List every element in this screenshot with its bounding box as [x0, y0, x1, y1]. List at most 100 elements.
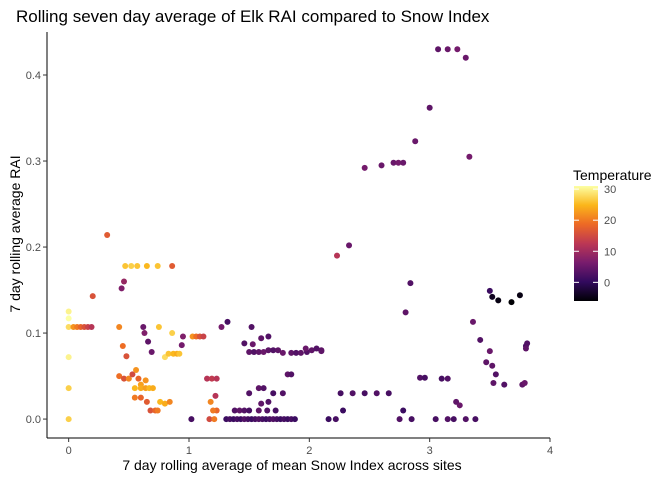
- data-point: [486, 348, 493, 355]
- data-point: [395, 159, 402, 166]
- data-point: [454, 46, 461, 53]
- data-point: [131, 394, 138, 401]
- data-point: [140, 324, 147, 331]
- data-point: [334, 252, 341, 259]
- data-point: [212, 392, 219, 399]
- data-point: [260, 348, 267, 355]
- y-tick-label: 0.0: [26, 414, 41, 426]
- data-point: [137, 394, 144, 401]
- data-point: [288, 349, 295, 356]
- data-point: [385, 390, 392, 397]
- data-point: [137, 385, 144, 392]
- x-tick-label: 4: [547, 445, 553, 457]
- data-point: [176, 350, 183, 357]
- data-point: [166, 398, 173, 405]
- data-point: [275, 347, 282, 354]
- data-point: [206, 416, 213, 423]
- data-point: [318, 348, 325, 355]
- data-point: [462, 54, 469, 61]
- data-point: [65, 324, 72, 331]
- data-point: [246, 390, 253, 397]
- data-point: [522, 345, 529, 352]
- data-point: [308, 347, 315, 354]
- colorbar-tick-label: 0: [604, 277, 610, 289]
- colorbar: [574, 186, 598, 301]
- data-point: [444, 375, 451, 382]
- x-tick-label: 2: [306, 445, 312, 457]
- data-point: [118, 285, 125, 292]
- data-point: [165, 350, 172, 357]
- data-point: [218, 324, 225, 331]
- data-point: [211, 416, 218, 423]
- data-point: [483, 359, 490, 366]
- data-point: [340, 407, 347, 414]
- data-point: [265, 347, 272, 354]
- data-point: [313, 345, 320, 352]
- data-point: [462, 416, 469, 423]
- data-point: [134, 262, 141, 269]
- data-point: [270, 390, 277, 397]
- colorbar-tick-label: 30: [604, 184, 616, 196]
- data-point: [495, 297, 502, 304]
- data-point: [141, 330, 148, 337]
- data-point: [65, 416, 72, 423]
- data-point: [122, 262, 129, 269]
- data-point: [148, 348, 155, 355]
- y-tick-label: 0.1: [26, 328, 41, 340]
- data-point: [279, 390, 286, 397]
- data-point: [472, 416, 479, 423]
- y-axis-title: 7 day rolling average RAI: [7, 155, 23, 312]
- data-point: [65, 315, 72, 322]
- data-point: [123, 353, 130, 360]
- data-point: [213, 375, 220, 382]
- data-point: [373, 390, 380, 397]
- data-point: [241, 340, 248, 347]
- data-point: [325, 416, 332, 423]
- data-point: [450, 416, 457, 423]
- x-tick-label: 0: [66, 445, 72, 457]
- data-point: [255, 407, 262, 414]
- data-point: [337, 390, 344, 397]
- data-point: [426, 104, 433, 111]
- data-point: [154, 407, 161, 414]
- data-point: [435, 46, 442, 53]
- data-point: [246, 407, 253, 414]
- data-point: [143, 398, 150, 405]
- x-axis-ticks: 0 1 2 3 4: [66, 438, 553, 457]
- data-point: [297, 349, 304, 356]
- data-point: [524, 340, 531, 347]
- data-point: [477, 336, 484, 343]
- y-tick-label: 0.2: [26, 242, 41, 254]
- data-point: [133, 367, 140, 374]
- data-point: [179, 333, 186, 340]
- data-point: [188, 416, 195, 423]
- data-point: [332, 416, 339, 423]
- data-point: [396, 416, 403, 423]
- colorbar-tick-label: 10: [604, 246, 616, 258]
- data-point: [236, 407, 243, 414]
- data-point: [178, 342, 185, 349]
- y-axis-ticks: 0.0 0.1 0.2 0.3 0.4: [26, 70, 47, 426]
- data-point: [490, 379, 497, 386]
- x-tick-label: 3: [427, 445, 433, 457]
- data-point: [288, 371, 295, 378]
- data-point: [272, 407, 279, 414]
- data-point: [521, 379, 528, 386]
- data-point: [250, 348, 257, 355]
- data-point: [291, 416, 298, 423]
- data-point: [408, 416, 415, 423]
- data-point: [255, 348, 262, 355]
- data-point: [65, 385, 72, 392]
- data-point: [204, 375, 211, 382]
- chart-title: Rolling seven day average of Elk RAI com…: [16, 7, 490, 26]
- data-point: [135, 375, 142, 382]
- data-point: [169, 262, 176, 269]
- data-point: [489, 293, 496, 300]
- data-point: [302, 345, 309, 352]
- data-point: [149, 385, 156, 392]
- y-tick-label: 0.3: [26, 156, 41, 168]
- data-point: [142, 377, 149, 384]
- data-point: [161, 400, 168, 407]
- x-tick-label: 1: [186, 445, 192, 457]
- data-point: [207, 398, 214, 405]
